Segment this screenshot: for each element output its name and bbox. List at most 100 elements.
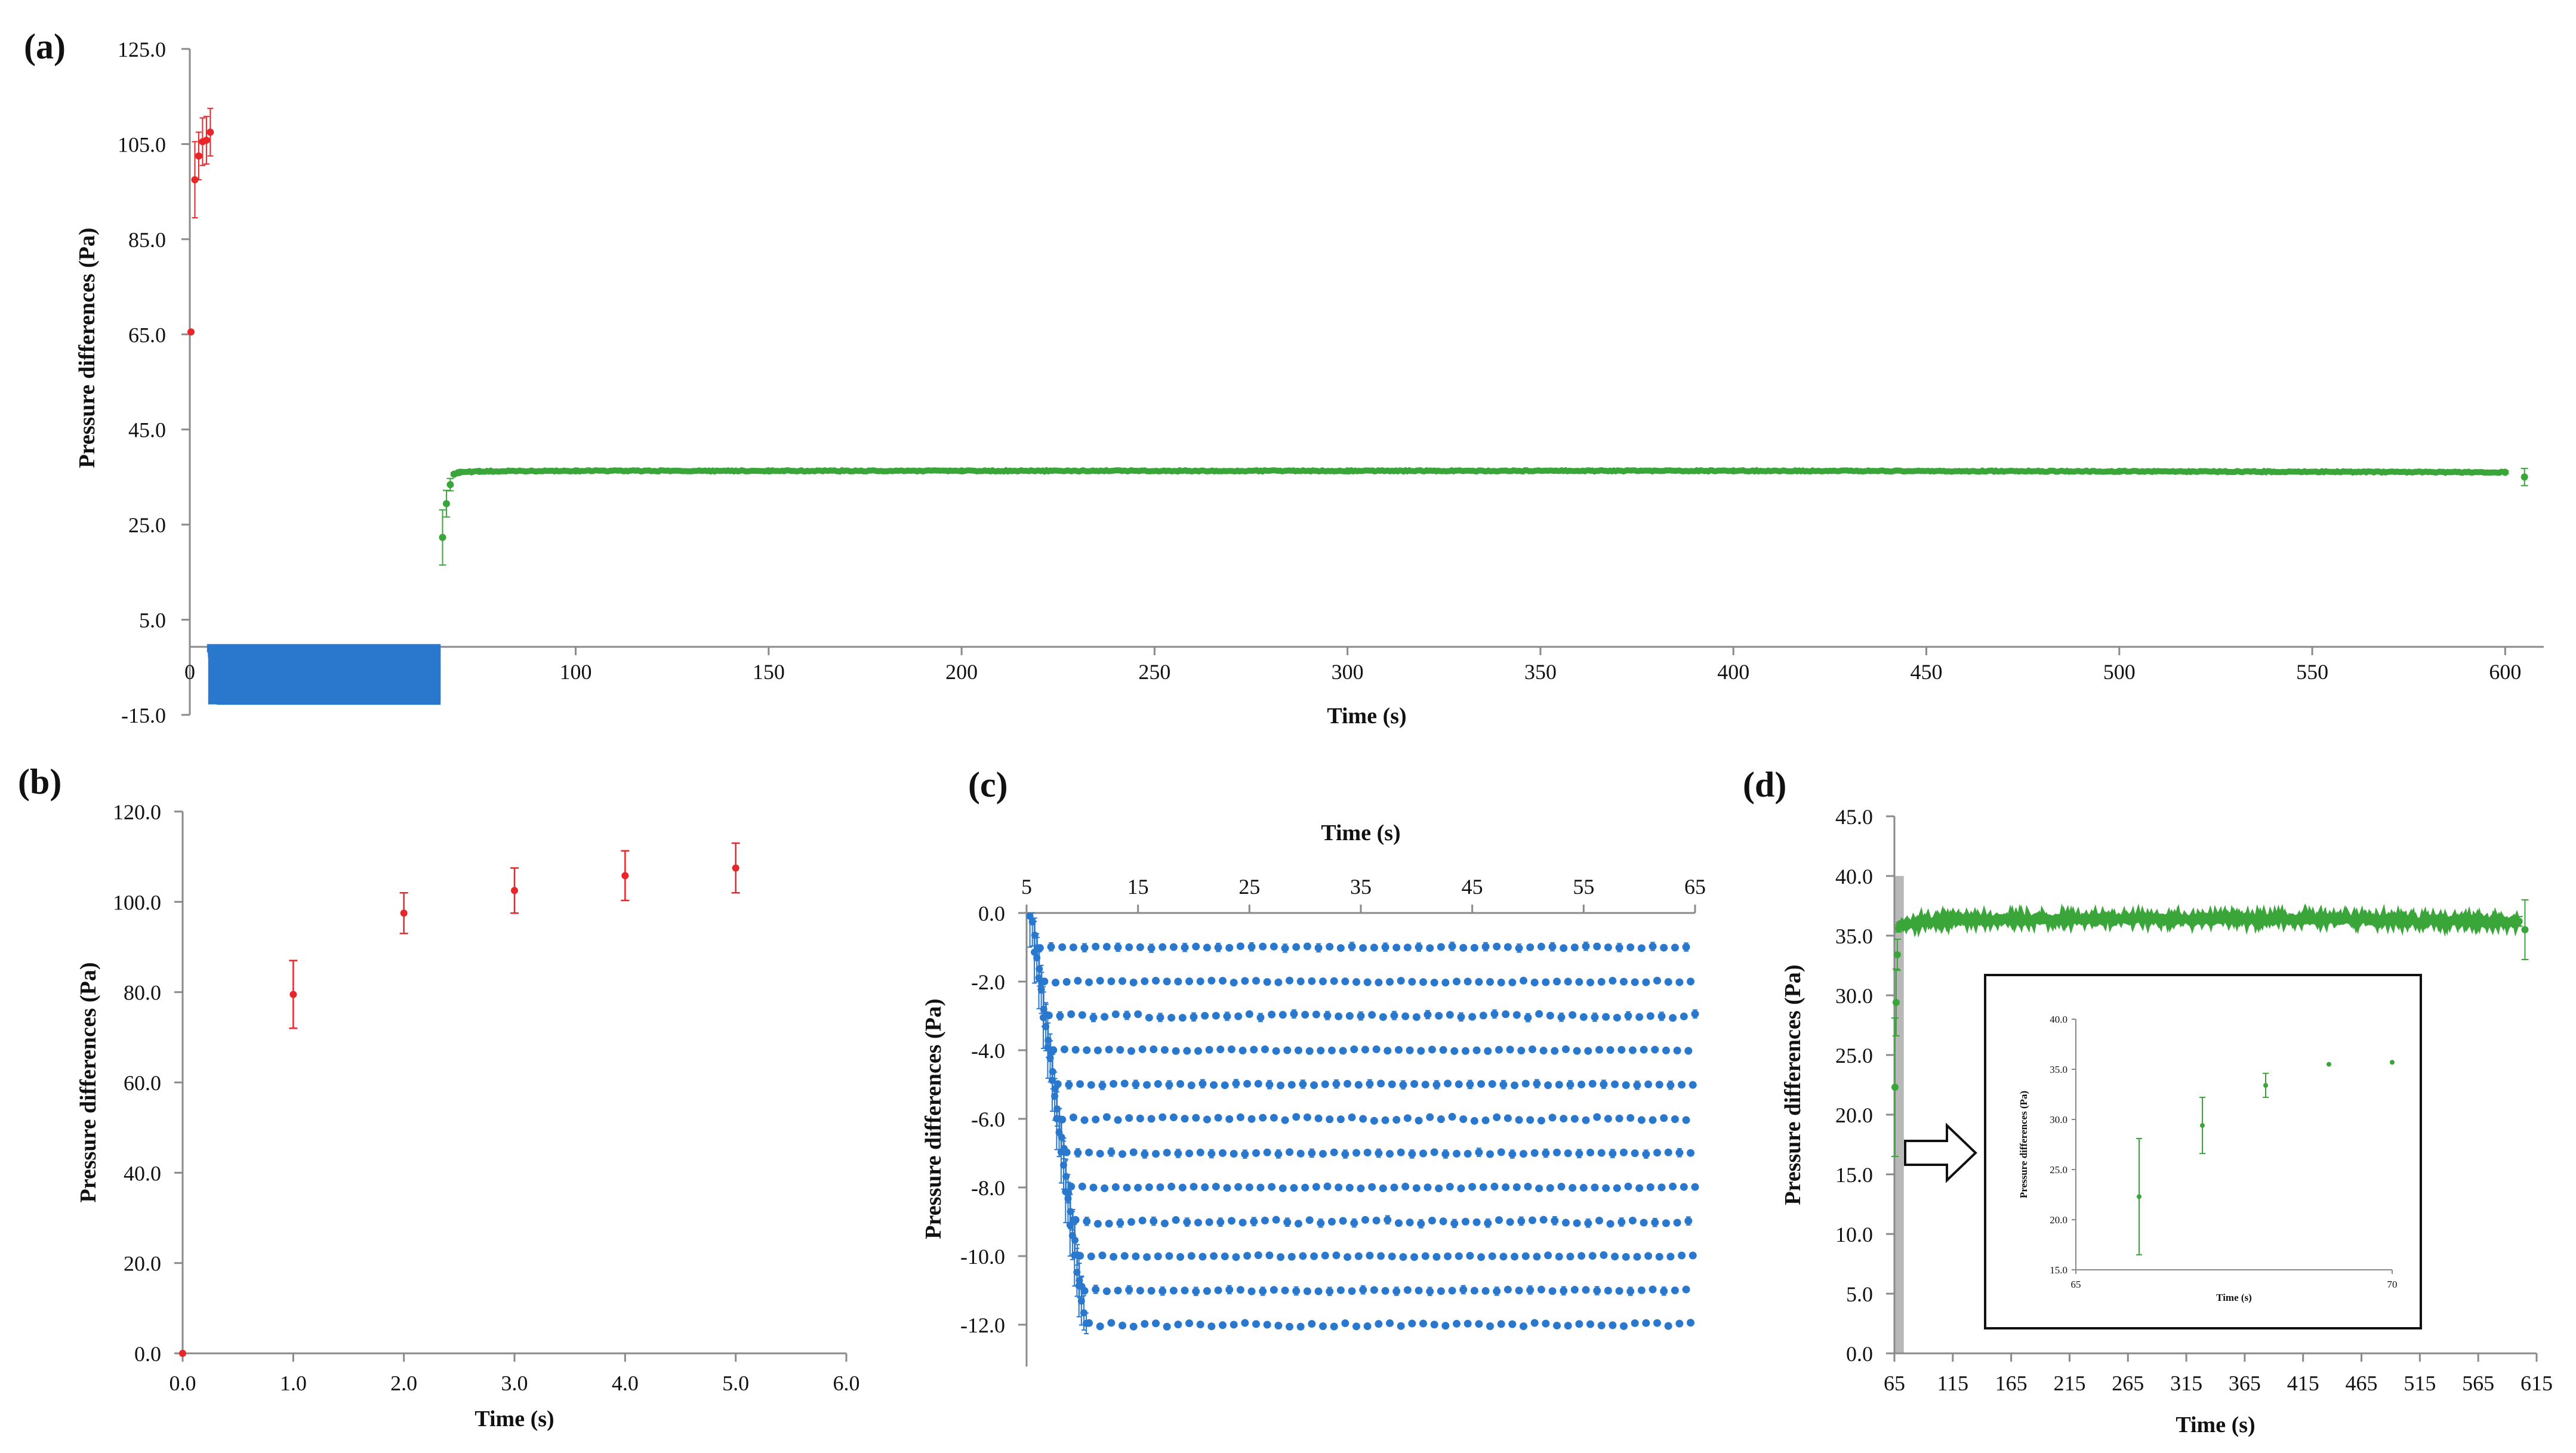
series-blue-point — [1147, 944, 1155, 952]
series-blue-point — [1345, 1011, 1354, 1020]
series-blue-point — [1502, 1010, 1510, 1019]
series-blue-point — [1110, 1253, 1118, 1261]
series-blue-point — [1286, 1322, 1294, 1331]
series-blue-point — [1319, 1322, 1327, 1330]
series-blue-point — [1386, 1319, 1394, 1327]
series-blue-point — [1057, 1148, 1065, 1156]
series-blue-point — [1254, 1079, 1262, 1088]
series-blue-point — [1354, 1252, 1363, 1260]
series-blue-point — [1566, 1253, 1574, 1261]
series-blue-point — [1470, 1116, 1478, 1125]
series-blue-point — [1150, 1217, 1158, 1226]
series-blue-point — [1481, 943, 1490, 951]
series-blue-point — [1087, 1253, 1095, 1261]
series-blue-point — [1499, 1081, 1508, 1089]
inset-y-tick-label: 20.0 — [2050, 1214, 2067, 1226]
series-blue-point — [1512, 1183, 1521, 1191]
y-axis-title: Pressure differences (Pa) — [75, 227, 100, 468]
series-red-point — [511, 887, 518, 894]
series-blue-point — [1323, 1011, 1332, 1020]
series-blue-point — [1344, 1253, 1352, 1261]
series-blue-point — [1080, 943, 1089, 952]
series-blue-point — [1301, 1183, 1309, 1192]
series-blue-point — [1247, 1115, 1256, 1123]
series-blue-point — [1381, 1116, 1389, 1124]
series-blue-point — [1472, 1218, 1481, 1226]
series-blue-point — [1675, 1149, 1684, 1157]
series-blue-point — [1105, 1045, 1113, 1054]
inset-y-tick-label: 25.0 — [2050, 1164, 2067, 1176]
series-blue-point — [1118, 1150, 1127, 1158]
series-blue-point — [1617, 1218, 1626, 1226]
series-blue-point — [1035, 974, 1043, 982]
x-tick-label: 45 — [1462, 875, 1483, 899]
series-blue-point — [1281, 1287, 1289, 1295]
series-blue-point — [1673, 1047, 1681, 1055]
series-blue-point — [1573, 1219, 1581, 1227]
series-blue-point — [1551, 1217, 1559, 1225]
series-blue-point — [1192, 1287, 1200, 1295]
series-blue-point — [1317, 1219, 1325, 1227]
series-blue-point — [1214, 1286, 1222, 1294]
series-blue-point — [1327, 1217, 1336, 1226]
series-green-point — [2521, 926, 2529, 933]
series-blue-point — [1542, 1319, 1550, 1328]
series-blue-point — [1274, 1321, 1283, 1329]
series-blue-point — [1194, 1218, 1202, 1227]
series-blue-point — [1098, 1251, 1107, 1260]
series-red-point — [289, 991, 297, 998]
series-green-point — [2282, 915, 2290, 923]
series-blue-point — [1274, 1150, 1283, 1158]
series-blue-point — [1441, 1322, 1450, 1330]
series-blue-point — [1290, 1010, 1298, 1018]
series-green-trace — [459, 467, 2506, 476]
series-blue-point — [1114, 1287, 1122, 1295]
series-blue-point — [1212, 1183, 1220, 1191]
series-red-point — [400, 909, 408, 917]
series-blue-point — [1606, 1220, 1614, 1228]
series-blue-point — [1577, 1252, 1586, 1260]
series-blue-point — [1203, 1287, 1211, 1295]
series-blue-point — [1537, 1285, 1545, 1294]
series-blue-point — [1056, 1011, 1064, 1020]
series-blue-point — [1428, 1045, 1436, 1054]
series-blue-point — [1533, 1079, 1541, 1088]
series-blue-point — [1397, 977, 1405, 985]
panel-label-a: (a) — [24, 27, 66, 66]
series-blue-point — [1169, 1113, 1178, 1122]
series-blue-point — [1560, 1115, 1568, 1123]
y-tick-label: 40.0 — [124, 1161, 161, 1185]
series-blue-point — [1593, 1287, 1601, 1295]
series-blue-point — [1359, 1286, 1367, 1294]
y-tick-label: 85.0 — [128, 228, 166, 252]
series-red-point — [191, 176, 199, 184]
series-blue-point — [1156, 1013, 1164, 1022]
series-blue-point — [1114, 943, 1122, 951]
x-tick-label: 315 — [2170, 1371, 2202, 1395]
series-blue-point — [1085, 1319, 1093, 1327]
series-blue-point — [1048, 1076, 1056, 1084]
series-blue-point — [1129, 978, 1138, 986]
series-blue-point — [1597, 1321, 1606, 1329]
series-blue-point — [1096, 1149, 1104, 1158]
series-blue-point — [1604, 1115, 1612, 1123]
series-blue-point — [1101, 1184, 1109, 1192]
series-blue-point — [1225, 1285, 1234, 1294]
panel-a: (a) -15.0 5.0 25.0 45.0 65.0 85.0 105.0 125.0 0 50… — [24, 27, 2544, 729]
series-blue-point — [1120, 1079, 1129, 1088]
series-blue-point — [1243, 1251, 1252, 1260]
x-tick-label: 0 — [184, 660, 195, 684]
series-green-point — [2399, 917, 2406, 924]
series-blue-point — [1252, 977, 1261, 985]
series-blue-point — [1448, 942, 1456, 951]
series-blue-point — [1609, 977, 1617, 985]
series-red-point — [202, 137, 210, 144]
series-blue-point — [1174, 977, 1182, 986]
series-blue-point — [1321, 1080, 1329, 1088]
series-blue-point — [1236, 1113, 1244, 1121]
series-blue-point — [1348, 942, 1356, 951]
series-blue-point — [1223, 1184, 1231, 1192]
series-blue-point — [1662, 1219, 1670, 1227]
series-blue-point — [1026, 912, 1034, 920]
panel-label-b: (b) — [18, 762, 61, 801]
